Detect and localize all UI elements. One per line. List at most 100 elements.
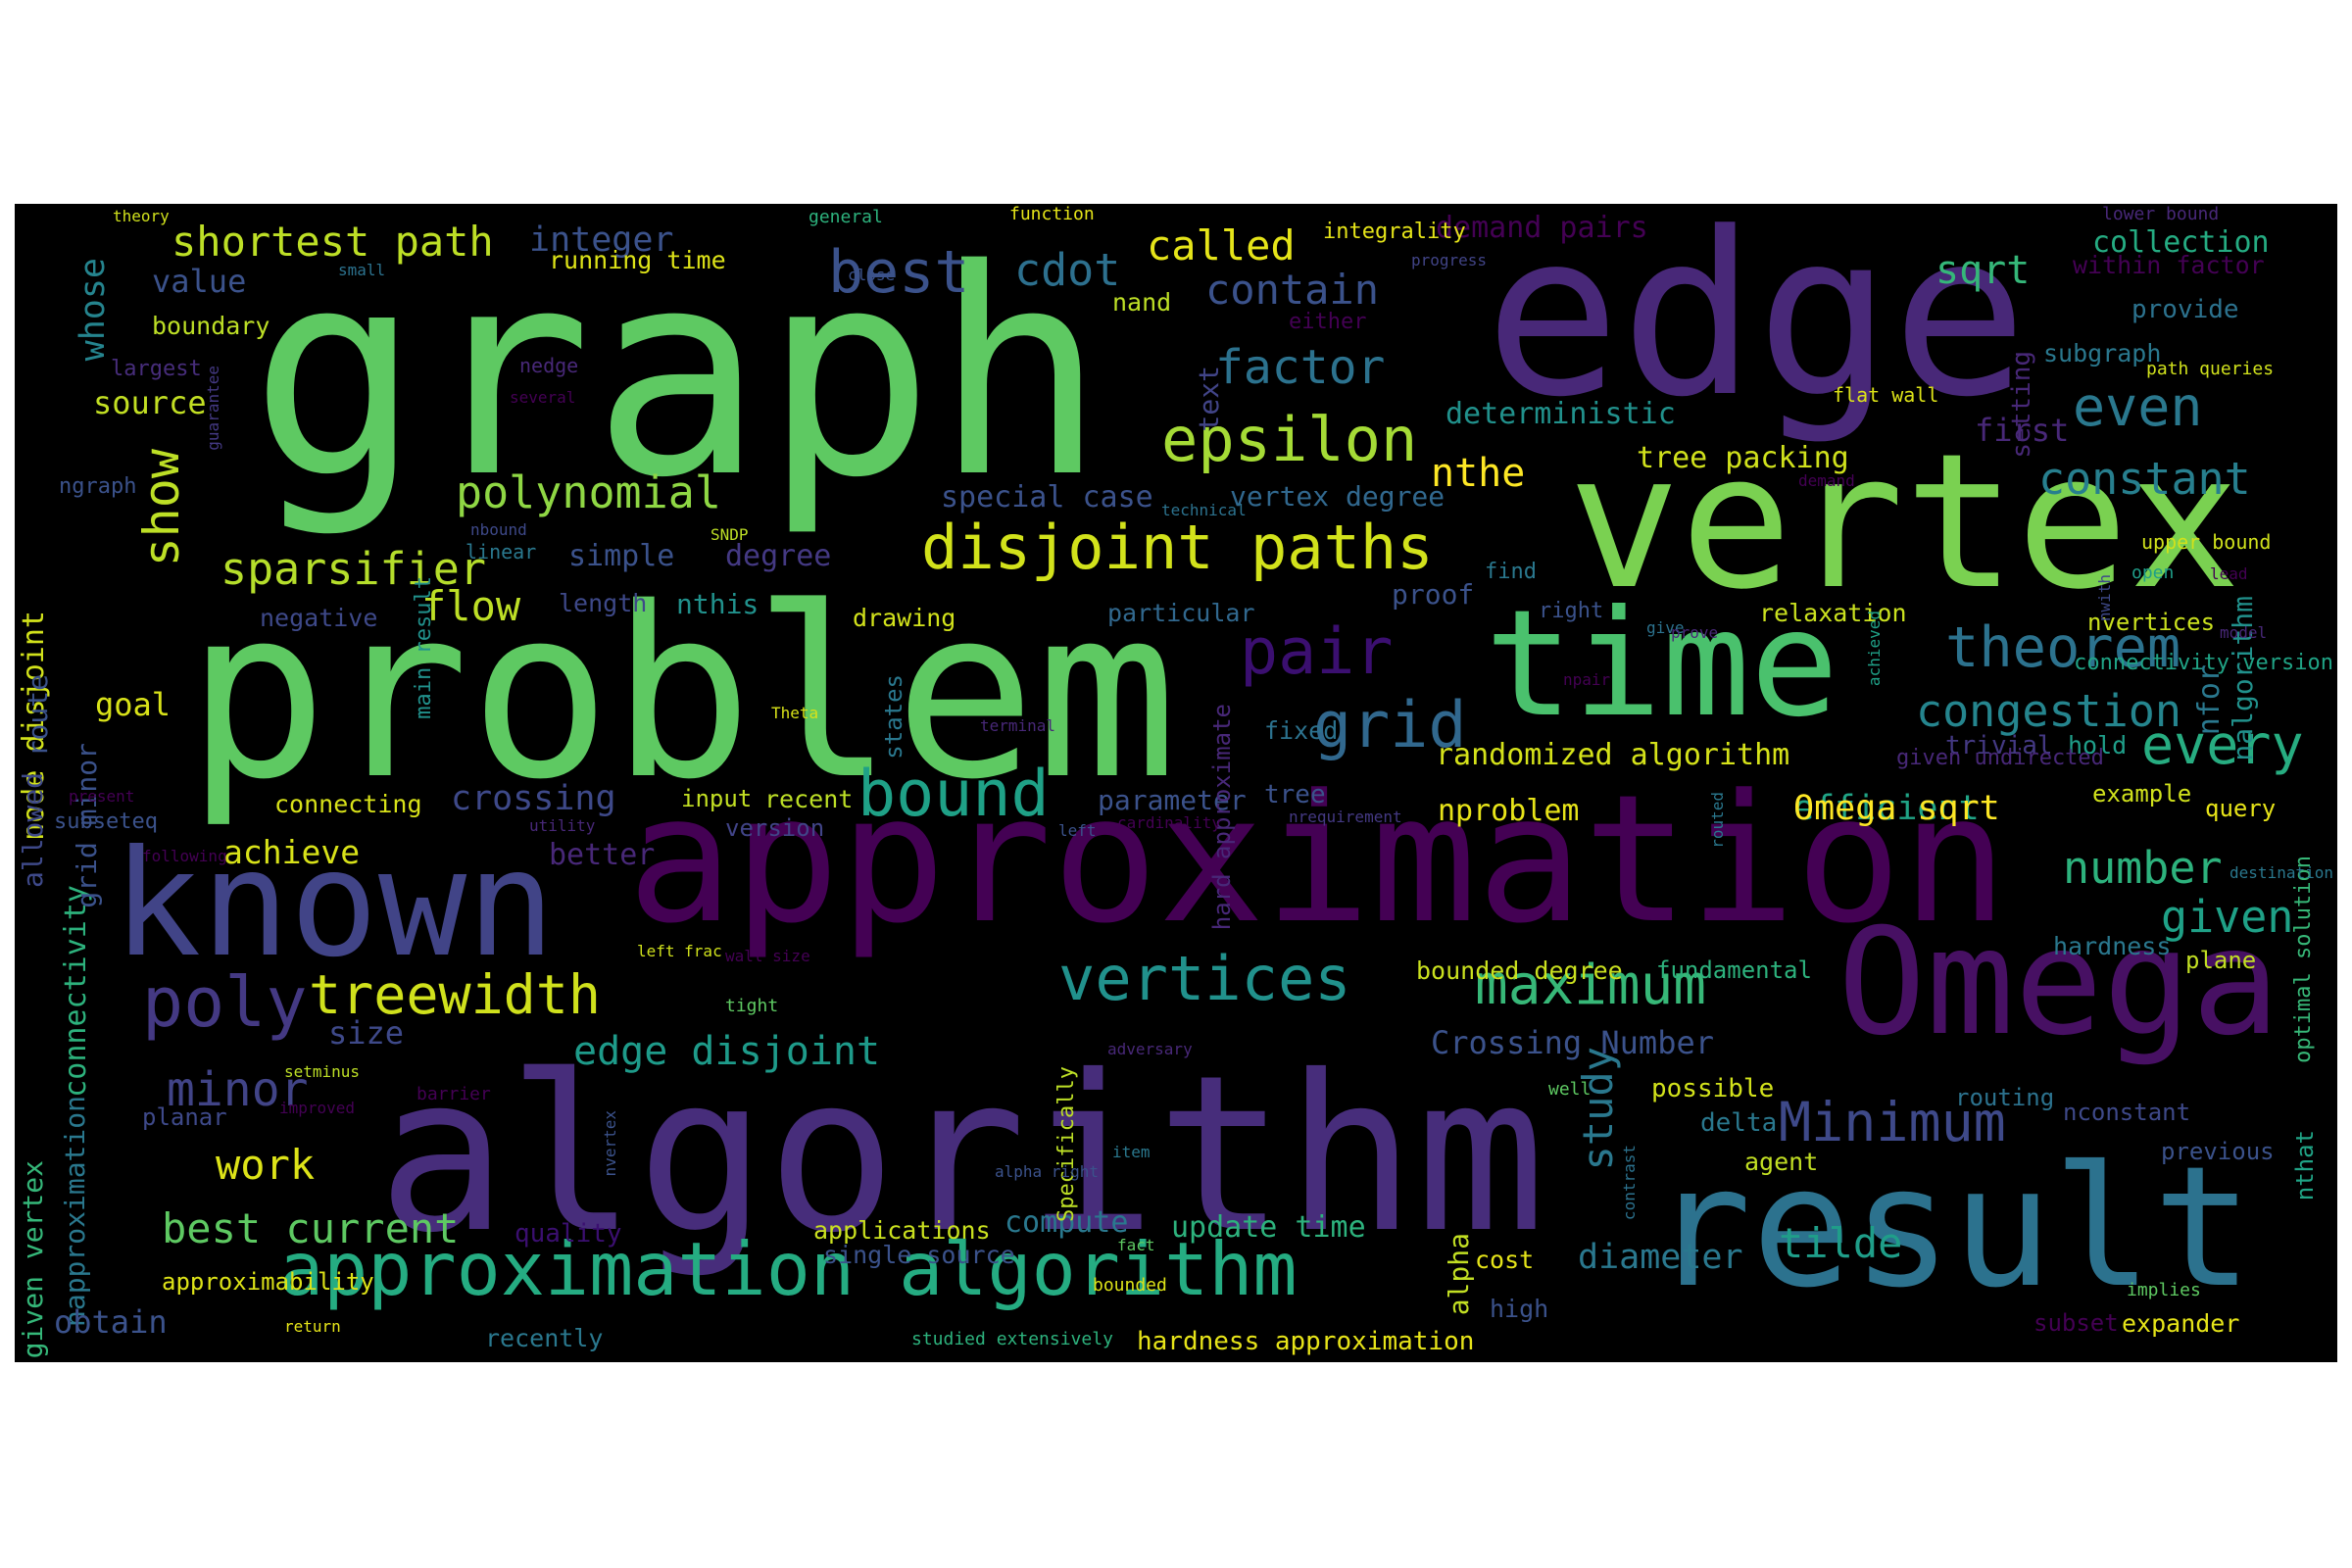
word-50: Crossing Number (1431, 1024, 1714, 1061)
word-196: alpha right (995, 1162, 1099, 1181)
word-38: called (1147, 221, 1296, 270)
word-11: approximation algorithm (279, 1226, 1298, 1312)
word-112: single source (823, 1241, 1015, 1269)
word-36: given (2161, 891, 2294, 943)
word-128: recently (485, 1324, 604, 1352)
word-178: left (1058, 821, 1097, 840)
word-41: work (216, 1141, 316, 1189)
word-89: drawing (853, 604, 956, 632)
word-70: special case (941, 480, 1153, 514)
word-40: cdot (1014, 244, 1121, 296)
word-195: item (1112, 1143, 1151, 1161)
word-52: diameter (1578, 1238, 1743, 1277)
word-57: randomized algorithm (1436, 738, 1790, 772)
word-37: constant (2038, 453, 2251, 505)
word-56: nproblem (1438, 794, 1580, 828)
word-138: states (880, 674, 907, 760)
word-174: present (69, 787, 135, 806)
word-86: proof (1392, 578, 1475, 611)
word-71: vertex degree (1230, 480, 1446, 513)
word-163: give (1646, 618, 1685, 637)
word-51: crossing (451, 779, 616, 818)
word-28: polynomial (456, 466, 721, 518)
word-53: source (93, 384, 207, 421)
word-49: Omega sqrt (1793, 789, 2000, 828)
word-55: achieve (223, 833, 361, 871)
word-150: function (1009, 204, 1095, 224)
word-125: alpha (1443, 1233, 1475, 1316)
word-87: relaxation (1759, 599, 1907, 627)
word-93: setting (2007, 351, 2036, 459)
word-193: nvertex (601, 1110, 619, 1177)
word-142: linear (466, 540, 537, 564)
word-183: adversary (1107, 1040, 1193, 1058)
word-91: nand (1112, 288, 1172, 317)
word-21: poly (142, 962, 308, 1043)
word-108: update time (1171, 1210, 1366, 1245)
word-23: Minimum (1779, 1091, 2006, 1153)
word-144: integrality (1323, 220, 1466, 244)
word-115: possible (1651, 1074, 1775, 1103)
word-136: optimal solution (2291, 856, 2316, 1063)
word-46: nthe (1431, 451, 1526, 496)
word-60: nalgorithm (2227, 596, 2259, 761)
word-186: destination (2230, 863, 2333, 882)
word-181: left frac (637, 942, 722, 960)
word-143: either (1289, 310, 1367, 334)
word-102: trivial (1945, 731, 2053, 760)
word-7: known (113, 819, 556, 990)
word-176: nrequirement (1289, 808, 1402, 826)
word-4: problem (186, 557, 1178, 831)
word-32: congestion (1916, 685, 2181, 737)
word-12: disjoint paths (921, 512, 1434, 583)
word-113: bounded degree (1416, 956, 1623, 985)
word-65: napproximation (59, 1096, 91, 1328)
word-99: tree (1264, 780, 1326, 809)
word-137: connectivity version (2074, 651, 2333, 675)
word-121: hardness (2053, 932, 2172, 960)
word-79: subgraph (2043, 339, 2162, 368)
word-192: return (284, 1317, 341, 1336)
word-187: implies (2127, 1280, 2201, 1300)
word-111: quality (514, 1219, 622, 1249)
word-63: connectivity (59, 885, 93, 1098)
word-54: goal (95, 686, 172, 723)
word-8: Omega (1838, 898, 2280, 1068)
word-35: number (2063, 842, 2223, 894)
word-17: pair (1240, 615, 1394, 689)
word-24: every (2141, 713, 2304, 776)
word-165: demand (1798, 471, 1855, 490)
word-156: several (510, 388, 576, 407)
word-27: sparsifier (220, 543, 486, 595)
word-133: ngraph (59, 474, 137, 499)
word-15: bound (858, 758, 1050, 831)
word-179: routed (1708, 792, 1727, 849)
word-167: nwith (2095, 574, 2114, 622)
word-18: grid (1313, 689, 1467, 762)
word-104: given undirected (1896, 746, 2104, 770)
word-31: study (1574, 1047, 1622, 1171)
word-78: provide (2132, 295, 2239, 324)
word-194: Specifically (1054, 1066, 1079, 1222)
word-158: nbound (470, 520, 527, 539)
word-151: theory (113, 207, 170, 225)
word-98: parameter (1098, 784, 1247, 816)
word-94: connecting (274, 790, 422, 818)
word-75: within factor (2073, 251, 2265, 279)
word-184: bounded (1093, 1275, 1167, 1296)
word-30: best current (162, 1204, 460, 1252)
word-42: tilde (1779, 1219, 1903, 1267)
word-10: result (1651, 1131, 2254, 1325)
word-188: setminus (284, 1062, 361, 1081)
word-166: open (2132, 563, 2175, 583)
word-14: maximum (1475, 954, 1707, 1017)
word-182: tight (725, 996, 779, 1016)
word-145: nedge (519, 354, 579, 377)
word-45: flow (421, 582, 521, 630)
word-170: npair (1563, 670, 1611, 689)
word-126: subset (2034, 1309, 2119, 1337)
word-132: grid minor (71, 743, 103, 908)
word-159: technical (1161, 501, 1247, 519)
word-20: epsilon (1161, 404, 1418, 475)
word-67: size (328, 1014, 405, 1052)
